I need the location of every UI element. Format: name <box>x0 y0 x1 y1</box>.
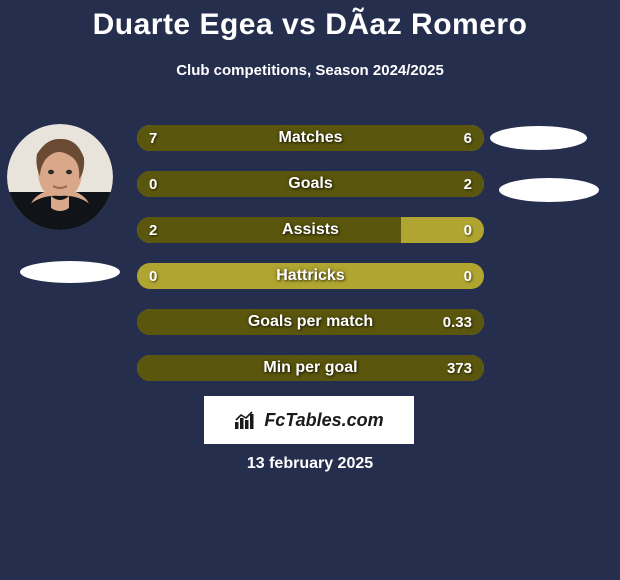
player-right-avatar-placeholder <box>490 126 587 150</box>
stat-value-left: 7 <box>149 125 157 151</box>
stat-label: Goals <box>137 171 484 197</box>
stat-label: Matches <box>137 125 484 151</box>
stat-value-left: 0 <box>149 171 157 197</box>
stat-value-right: 2 <box>464 171 472 197</box>
brand-text: FcTables.com <box>264 410 383 431</box>
comparison-infographic: Duarte Egea vs DÃ­az Romero Club competi… <box>0 0 620 580</box>
stat-value-right: 0.33 <box>443 309 472 335</box>
player-left-name-placeholder <box>20 261 120 283</box>
chart-icon <box>234 410 258 430</box>
stat-bar: Assists2 0 <box>137 217 484 243</box>
comparison-bars: Matches76Goals02Assists20Hattricks00Goal… <box>137 125 484 401</box>
brand-badge: FcTables.com <box>204 396 414 444</box>
stat-bar: Min per goal373 <box>137 355 484 381</box>
stat-value-right: 373 <box>447 355 472 381</box>
stat-bar: Goals per match0.33 <box>137 309 484 335</box>
stat-label: Hattricks <box>137 263 484 289</box>
stat-bar: Goals0 2 <box>137 171 484 197</box>
stat-value-left: 2 <box>149 217 157 243</box>
stat-label: Assists <box>137 217 484 243</box>
stat-value-left: 0 <box>149 263 157 289</box>
page-subtitle: Club competitions, Season 2024/2025 <box>0 62 620 79</box>
stat-bar: Matches7 6 <box>137 125 484 151</box>
stat-label: Goals per match <box>137 309 484 335</box>
stat-bar: Hattricks0 0 <box>137 263 484 289</box>
stat-value-right: 0 <box>464 263 472 289</box>
stat-value-right: 0 <box>464 217 472 243</box>
date-label: 13 february 2025 <box>0 455 620 473</box>
page-title: Duarte Egea vs DÃ­az Romero <box>0 8 620 42</box>
player-left-avatar <box>7 124 113 230</box>
player-right-name-placeholder <box>499 178 599 202</box>
stat-value-right: 6 <box>464 125 472 151</box>
stat-label: Min per goal <box>137 355 484 381</box>
